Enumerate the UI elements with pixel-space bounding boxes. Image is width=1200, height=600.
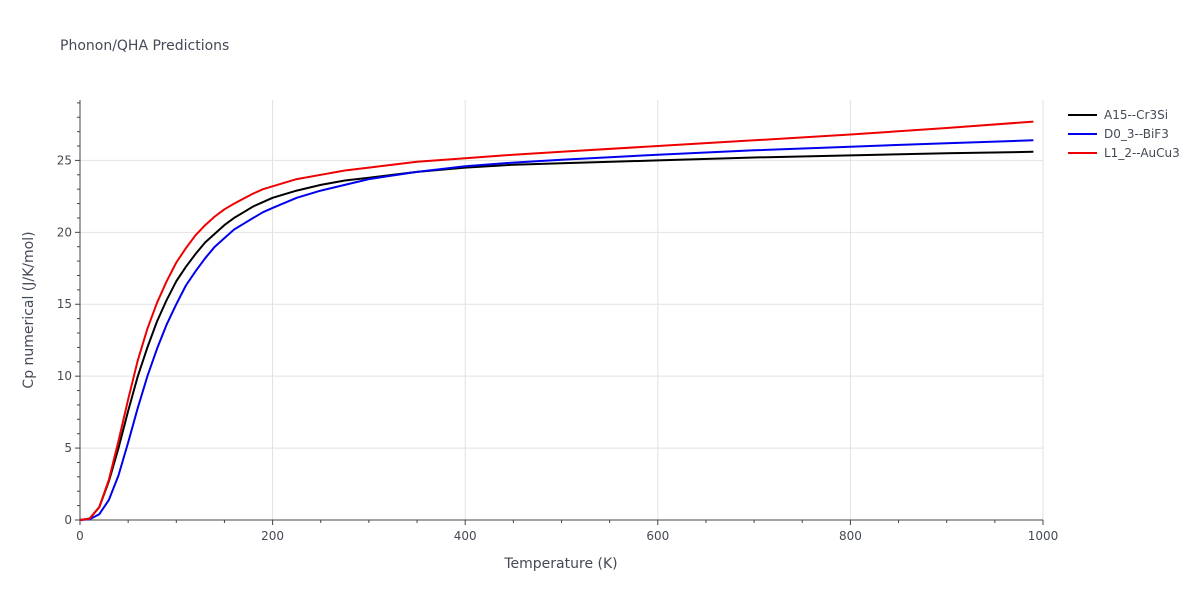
x-tick-label: 1000 (1028, 529, 1059, 543)
legend-label: L1_2--AuCu3 (1104, 146, 1180, 160)
y-axis-title: Cp numerical (J/K/mol) (21, 231, 37, 388)
tick-labels: 0 200 400 600 800 1000 0 5 10 15 20 25 (57, 153, 1059, 543)
x-tick-label: 200 (261, 529, 284, 543)
chart-title: Phonon/QHA Predictions (60, 38, 229, 54)
y-tick-label: 10 (57, 369, 72, 383)
series-line-2 (79, 139, 1034, 521)
legend-label: D0_3--BiF3 (1104, 127, 1169, 141)
x-axis-title: Temperature (K) (503, 556, 617, 572)
series-line-3 (79, 120, 1034, 521)
x-tick-label: 600 (646, 529, 669, 543)
x-tick-label: 0 (76, 529, 84, 543)
y-tick-label: 20 (57, 225, 72, 239)
x-tick-label: 800 (839, 529, 862, 543)
legend-item-1[interactable]: A15--Cr3Si (1068, 108, 1168, 122)
y-tick-label: 25 (57, 153, 72, 167)
legend-item-3[interactable]: L1_2--AuCu3 (1068, 146, 1180, 160)
y-tick-label: 15 (57, 297, 72, 311)
series-line-1 (79, 150, 1034, 521)
y-tick-label: 0 (64, 513, 72, 527)
plot-area (79, 120, 1034, 521)
legend[interactable]: A15--Cr3Si D0_3--BiF3 L1_2--AuCu3 (1068, 108, 1180, 160)
legend-label: A15--Cr3Si (1104, 108, 1168, 122)
legend-item-2[interactable]: D0_3--BiF3 (1068, 127, 1169, 141)
y-tick-label: 5 (64, 441, 72, 455)
grid (80, 100, 1044, 520)
axes (75, 100, 1044, 525)
x-tick-label: 400 (454, 529, 477, 543)
